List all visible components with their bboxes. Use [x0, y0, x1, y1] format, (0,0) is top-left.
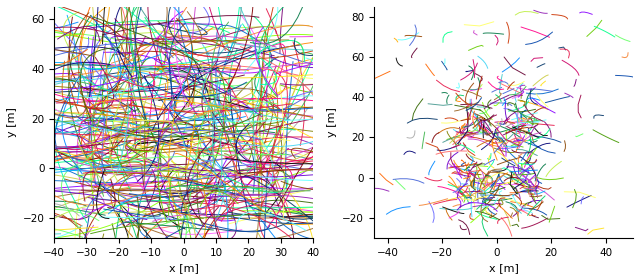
Y-axis label: y [m]: y [m] — [7, 108, 17, 137]
Y-axis label: y [m]: y [m] — [327, 108, 337, 137]
X-axis label: x [m]: x [m] — [169, 263, 198, 273]
X-axis label: x [m]: x [m] — [488, 263, 518, 273]
